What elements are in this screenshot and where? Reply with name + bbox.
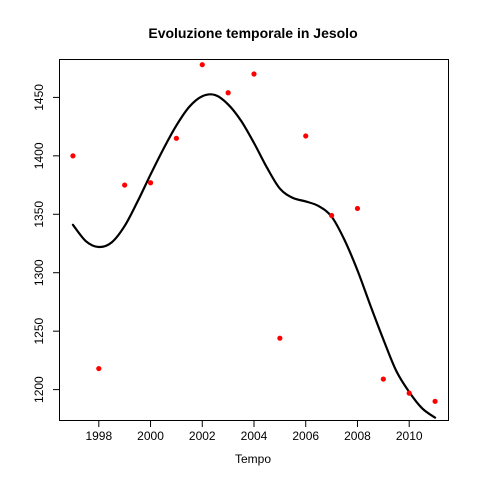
data-point-2004	[251, 71, 257, 77]
x-tick-label-2002: 2002	[189, 429, 216, 443]
x-tick-label-2004: 2004	[241, 429, 268, 443]
chart-title: Evoluzione temporale in Jesolo	[148, 25, 357, 41]
y-tick-label-1350: 1350	[32, 201, 46, 228]
y-tick-label-1300: 1300	[32, 259, 46, 286]
data-point-2007	[329, 212, 335, 219]
data-point-2009	[380, 376, 386, 382]
data-point-1998	[96, 365, 102, 372]
x-tick-label-1998: 1998	[85, 429, 112, 443]
plot-area-border	[59, 59, 449, 421]
y-tick-label-1450: 1450	[32, 84, 46, 111]
y-tick-label-1200: 1200	[32, 376, 46, 403]
x-axis-label: Tempo	[235, 452, 271, 466]
x-tick-label-2000: 2000	[137, 429, 164, 443]
data-point-2005	[277, 335, 283, 341]
data-point-2006	[303, 133, 309, 139]
data-points-group	[70, 62, 438, 404]
x-tick-label-2006: 2006	[292, 429, 319, 443]
y-tick-label-1400: 1400	[32, 142, 46, 169]
smooth-trend-line	[71, 93, 437, 419]
data-point-2008	[354, 205, 361, 212]
data-point-2010	[406, 390, 412, 396]
x-tick-label-2008: 2008	[344, 429, 371, 443]
data-point-2011	[432, 398, 438, 404]
data-point-1999	[122, 182, 128, 188]
data-point-2001	[173, 135, 179, 141]
data-point-1997	[70, 153, 76, 159]
y-axis: 1200 1250 1300 1350 1400 1450	[32, 84, 60, 403]
data-point-2002	[199, 62, 205, 68]
data-point-2000	[147, 180, 154, 186]
y-tick-label-1250: 1250	[32, 317, 46, 344]
x-axis: 1998 2000 2002 2004 2006 2008 2010	[85, 420, 423, 443]
data-point-2003	[225, 90, 231, 96]
smooth-line-group	[71, 93, 437, 419]
x-tick-label-2010: 2010	[396, 429, 423, 443]
